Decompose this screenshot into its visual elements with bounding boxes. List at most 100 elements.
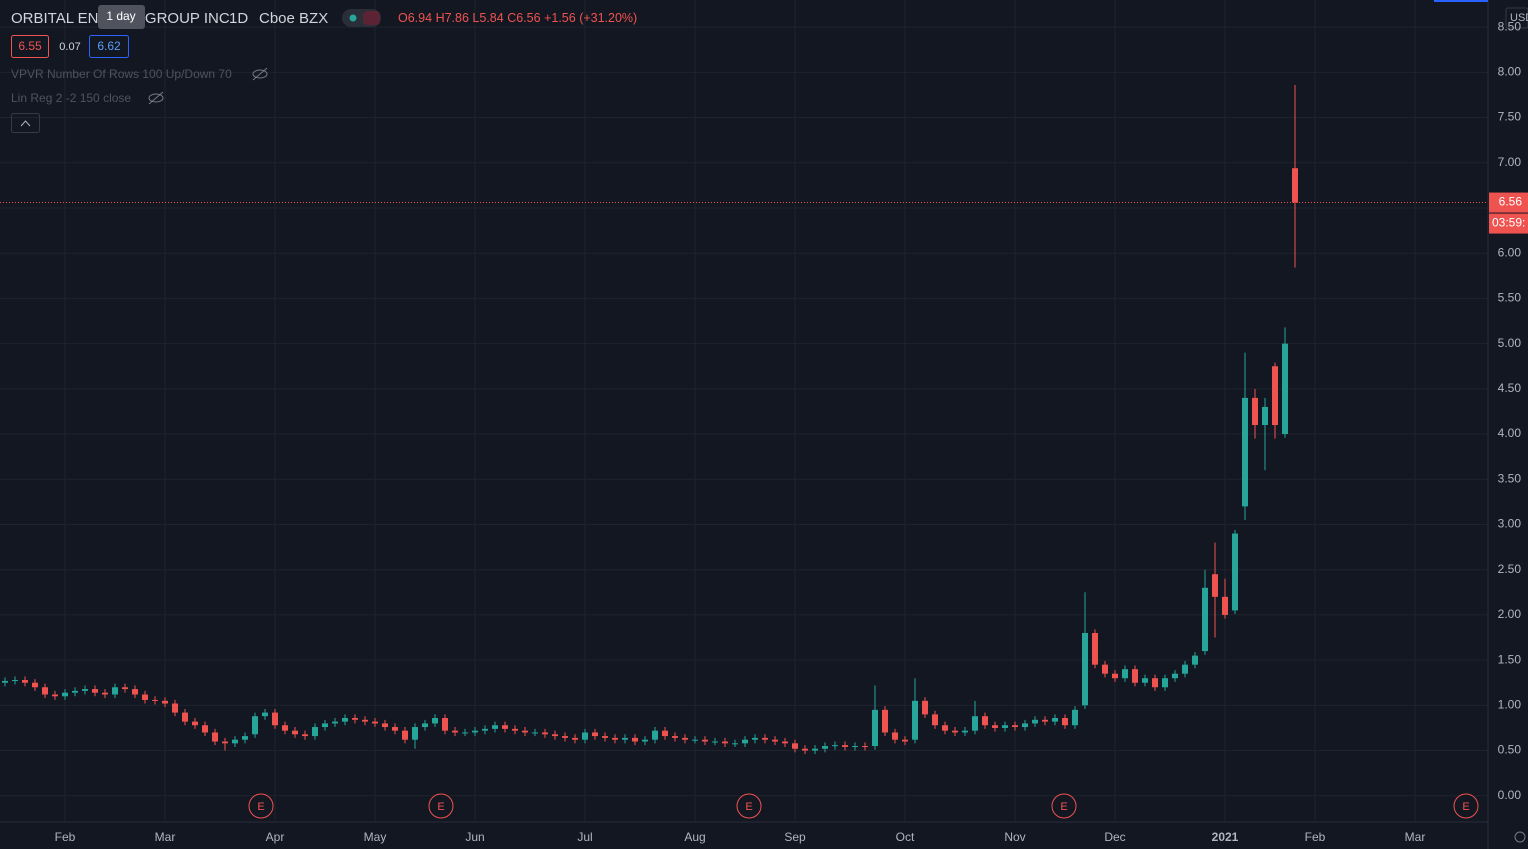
candle-body	[442, 718, 448, 731]
candle-body	[552, 734, 558, 737]
candle-body	[1082, 633, 1088, 706]
candle-body	[702, 739, 708, 742]
candle-body	[752, 737, 758, 740]
x-tick-label: Oct	[896, 830, 915, 844]
candle-body	[182, 712, 188, 722]
candle-body	[792, 743, 798, 749]
earnings-label: E	[745, 801, 752, 813]
h-value: 7.86	[445, 11, 469, 25]
candle-body	[1042, 719, 1048, 722]
last-price-label: 6.56	[1499, 195, 1523, 209]
candle-body	[352, 718, 358, 720]
currency: USD	[1510, 12, 1528, 24]
candle-body	[472, 730, 478, 733]
candle-body	[692, 739, 698, 741]
candle-body	[922, 700, 928, 715]
candle-body	[1132, 669, 1138, 683]
candle-body	[622, 737, 628, 740]
x-tick-label: Mar	[155, 830, 176, 844]
candle-body	[512, 728, 518, 731]
candle-body	[312, 727, 318, 737]
c-label: C	[507, 11, 516, 25]
collapse-button[interactable]	[11, 113, 40, 133]
earnings-marker[interactable]	[736, 793, 762, 819]
candle-body	[332, 721, 338, 724]
candle-body	[1292, 168, 1298, 203]
candle-body	[1062, 718, 1068, 726]
candle-body	[502, 725, 508, 729]
candle-body	[1052, 718, 1058, 722]
countdown: 03:59:	[1492, 216, 1525, 230]
ask: 6.62	[97, 39, 121, 53]
countdown-box	[1489, 213, 1528, 234]
y-tick-label: 8.00	[1498, 65, 1522, 79]
x-tick-label: Sep	[784, 830, 806, 844]
candle-body	[842, 745, 848, 747]
earnings-label: E	[437, 801, 444, 813]
candle-body	[1272, 366, 1278, 426]
candle-body	[1032, 719, 1038, 724]
candle-body	[142, 694, 148, 700]
l-label: L	[472, 11, 479, 25]
candle-body	[1152, 678, 1158, 688]
candle-body	[282, 725, 288, 731]
candle-body	[102, 692, 108, 695]
candle-body	[882, 709, 888, 733]
candle-body	[582, 732, 588, 740]
y-tick-label: 7.50	[1498, 110, 1522, 124]
tooltip-box	[98, 5, 145, 29]
ask-box[interactable]	[89, 35, 129, 58]
candle-body	[122, 687, 128, 690]
h-label: H	[436, 11, 445, 25]
indicator-linreg[interactable]: Lin Reg 2 -2 150 close	[11, 91, 131, 105]
change-pct: (+31.20%)	[579, 11, 637, 25]
earnings-label: E	[1462, 801, 1469, 813]
candle-body	[82, 689, 88, 691]
candle-body	[1192, 655, 1198, 665]
candle-body	[1112, 673, 1118, 679]
candle-body	[162, 700, 168, 704]
earnings-marker[interactable]	[1051, 793, 1077, 819]
y-tick-label: 7.00	[1498, 155, 1522, 169]
settings-icon[interactable]	[1514, 831, 1526, 843]
earnings-marker[interactable]	[428, 793, 454, 819]
candle-body	[1182, 664, 1188, 674]
candle-body	[712, 741, 718, 743]
interval[interactable]: 1D	[229, 10, 248, 27]
candle-body	[252, 716, 258, 735]
currency-box[interactable]	[1505, 7, 1528, 29]
candle-body	[302, 734, 308, 737]
candle-body	[722, 741, 728, 744]
candle-body	[682, 737, 688, 740]
candle-body	[1262, 406, 1268, 426]
candle-body	[542, 732, 548, 735]
earnings-marker[interactable]	[1453, 793, 1479, 819]
candle-body	[462, 732, 468, 734]
candle-body	[402, 730, 408, 740]
candle-body	[132, 689, 138, 695]
bid-box[interactable]	[11, 35, 49, 58]
candle-body	[892, 732, 898, 740]
candle-body	[1102, 664, 1108, 674]
top-accent	[1434, 0, 1488, 2]
o-label: O	[398, 11, 408, 25]
candle-body	[952, 730, 958, 733]
y-tick-label: 5.50	[1498, 291, 1522, 305]
indicator-vpvr[interactable]: VPVR Number Of Rows 100 Up/Down 70	[11, 67, 232, 81]
candle-body	[202, 725, 208, 733]
candle-body	[362, 719, 368, 722]
candle-body	[872, 709, 878, 747]
candle-body	[852, 746, 858, 748]
earnings-marker[interactable]	[248, 793, 274, 819]
hide-icon[interactable]	[252, 67, 268, 81]
candle-body	[322, 723, 328, 728]
x-tick-label: Jun	[465, 830, 484, 844]
candle-body	[982, 716, 988, 726]
hide-icon[interactable]	[148, 91, 164, 105]
candle-body	[1282, 343, 1288, 435]
y-tick-label: 0.50	[1498, 743, 1522, 757]
candle-body	[1092, 633, 1098, 665]
candle-body	[742, 739, 748, 744]
